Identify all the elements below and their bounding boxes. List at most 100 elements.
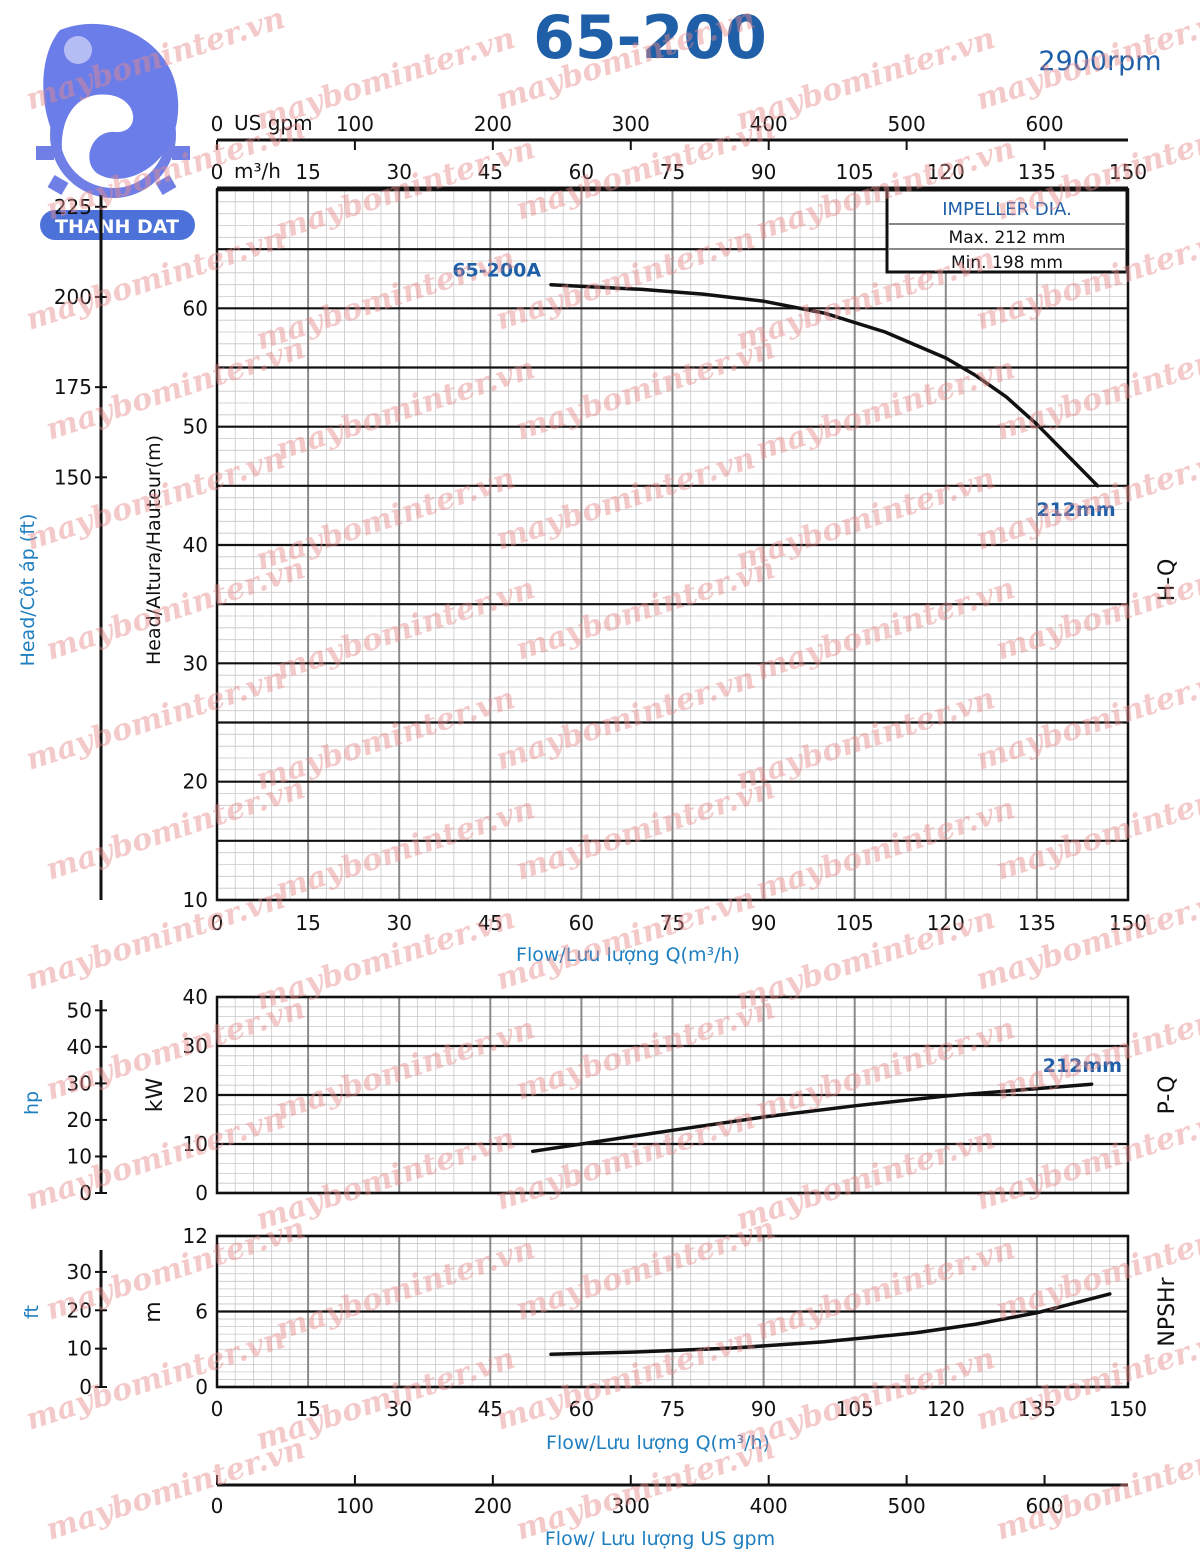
pq-y-tick: 30 [183, 1034, 208, 1058]
watermark-text: maybominter.vn [732, 21, 1000, 138]
top-gpm-tick: 100 [336, 112, 374, 136]
pq-y-tick: 40 [183, 985, 208, 1009]
top-gpm-tick: 300 [612, 112, 650, 136]
pq-hp-tick: 40 [67, 1035, 92, 1059]
hq-y-label: Head/Altura/Hauteur(m) [143, 435, 165, 665]
pq-y-tick: 10 [183, 1132, 208, 1156]
hq-y-tick: 60 [183, 296, 208, 320]
npsh-x-tick: 75 [660, 1397, 685, 1421]
top-gpm-unit: US gpm [234, 111, 313, 135]
bottom-gpm-tick: 300 [612, 1494, 650, 1518]
top-m3h-tick: 30 [386, 160, 411, 184]
hq-x-tick: 120 [927, 911, 965, 935]
hq-y-tick: 10 [183, 888, 208, 912]
pq-hp-tick: 0 [79, 1181, 92, 1205]
npsh-y-tick: 6 [195, 1300, 208, 1324]
hq-x-tick: 30 [386, 911, 411, 935]
top-gpm-tick: 200 [474, 112, 512, 136]
top-gpm-tick: 500 [888, 112, 926, 136]
bottom-gpm-tick: 100 [336, 1494, 374, 1518]
top-gpm-tick: 600 [1025, 112, 1063, 136]
top-m3h-tick: 60 [569, 160, 594, 184]
chart-title: 65-200 [533, 3, 767, 73]
pq-hp-tick: 30 [67, 1071, 92, 1095]
pq-y-label: kW [143, 1078, 168, 1113]
hq-x-tick: 105 [836, 911, 874, 935]
top-m3h-tick: 0 [211, 160, 224, 184]
bottom-gpm-tick: 0 [211, 1494, 224, 1518]
hq-ft-tick: 150 [54, 465, 92, 489]
hq-y-tick: 50 [183, 415, 208, 439]
pq-side-label: P-Q [1155, 1076, 1180, 1115]
hq-y-tick: 40 [183, 533, 208, 557]
top-m3h-tick: 75 [660, 160, 685, 184]
pq-y-tick: 0 [195, 1181, 208, 1205]
pq-hp-tick: 10 [67, 1144, 92, 1168]
watermark-text: maybominter.vn [992, 1431, 1200, 1548]
logo-text: THANH DAT [55, 216, 179, 238]
top-m3h-unit: m³/h [234, 159, 281, 183]
hq-series-label: 65-200A [452, 260, 541, 282]
hq-x-tick: 150 [1109, 911, 1147, 935]
hq-ft-tick: 225 [54, 195, 92, 219]
npsh-ft-label: ft [21, 1305, 43, 1319]
hq-y-tick: 20 [183, 770, 208, 794]
pq-hp-label: hp [21, 1091, 43, 1115]
bottom-gpm-tick: 200 [474, 1494, 512, 1518]
hq-ft-tick: 200 [54, 285, 92, 309]
npsh-y-tick: 0 [195, 1375, 208, 1399]
pq-y-tick: 20 [183, 1083, 208, 1107]
bottom-gpm-tick: 400 [750, 1494, 788, 1518]
npsh-ft-tick: 20 [67, 1298, 92, 1322]
hq-y-tick: 30 [183, 651, 208, 675]
npsh-x-tick: 30 [386, 1397, 411, 1421]
npsh-side-label: NPSHr [1155, 1276, 1180, 1346]
npsh-ft-tick: 30 [67, 1260, 92, 1284]
logo-banner [40, 210, 195, 240]
impeller-legend: IMPELLER DIA. Max. 212 mm Min. 198 mm [885, 188, 1129, 274]
pq-hp-tick: 20 [67, 1108, 92, 1132]
hq-x-tick: 0 [211, 911, 224, 935]
npsh-x-tick: 135 [1018, 1397, 1056, 1421]
npsh-ft-tick: 10 [67, 1337, 92, 1361]
top-m3h-tick: 150 [1109, 160, 1147, 184]
hq-side-label: H-Q [1155, 559, 1180, 602]
hq-x-tick: 90 [751, 911, 776, 935]
pq-curve [531, 1082, 1094, 1154]
hq-x-label: Flow/Lưu lượng Q(m³/h) [516, 944, 740, 966]
hq-end-label: 212mm [1036, 499, 1115, 521]
hq-x-tick: 135 [1018, 911, 1056, 935]
gpm-axis-label: Flow/ Lưu lượng US gpm [545, 1528, 775, 1550]
npsh-ft-tick: 0 [79, 1375, 92, 1399]
npsh-y-tick: 12 [183, 1224, 208, 1248]
hq-curve [549, 282, 1100, 488]
top-m3h-tick: 45 [478, 160, 503, 184]
top-m3h-tick: 120 [927, 160, 965, 184]
bottom-gpm-axis: 0 100 200 300 400 500 600 Flow/ Lưu lượng US g… [211, 1475, 1128, 1550]
pq-series-label: 212mm [1043, 1055, 1122, 1077]
watermark-text: maybominter.vn [972, 1, 1200, 118]
npsh-curve [549, 1292, 1112, 1357]
top-gpm-tick: 400 [750, 112, 788, 136]
hq-x-tick: 45 [478, 911, 503, 935]
watermark-text: maybominter.vn [42, 1431, 310, 1548]
legend-title: IMPELLER DIA. [942, 199, 1072, 220]
speed-label: 2900rpm [1038, 46, 1161, 77]
legend-row-min: Min. 198 mm [951, 253, 1063, 273]
npsh-x-tick: 45 [478, 1397, 503, 1421]
npsh-x-tick: 105 [836, 1397, 874, 1421]
legend-row-max: Max. 212 mm [949, 228, 1066, 248]
top-gpm-tick: 0 [211, 112, 224, 136]
hq-ft-tick: 175 [54, 375, 92, 399]
npsh-x-label: Flow/Lưu lượng Q(m³/h) [546, 1432, 770, 1454]
top-m3h-tick: 15 [295, 160, 320, 184]
npsh-x-tick: 120 [927, 1397, 965, 1421]
logo: THANH DAT [36, 23, 195, 240]
npsh-x-tick: 60 [569, 1397, 594, 1421]
top-m3h-tick: 105 [836, 160, 874, 184]
bottom-gpm-tick: 600 [1025, 1494, 1063, 1518]
hq-panel: 10 20 30 40 50 60 0 15 30 45 60 75 90 105 120 135 150 Flo… [17, 188, 1180, 966]
